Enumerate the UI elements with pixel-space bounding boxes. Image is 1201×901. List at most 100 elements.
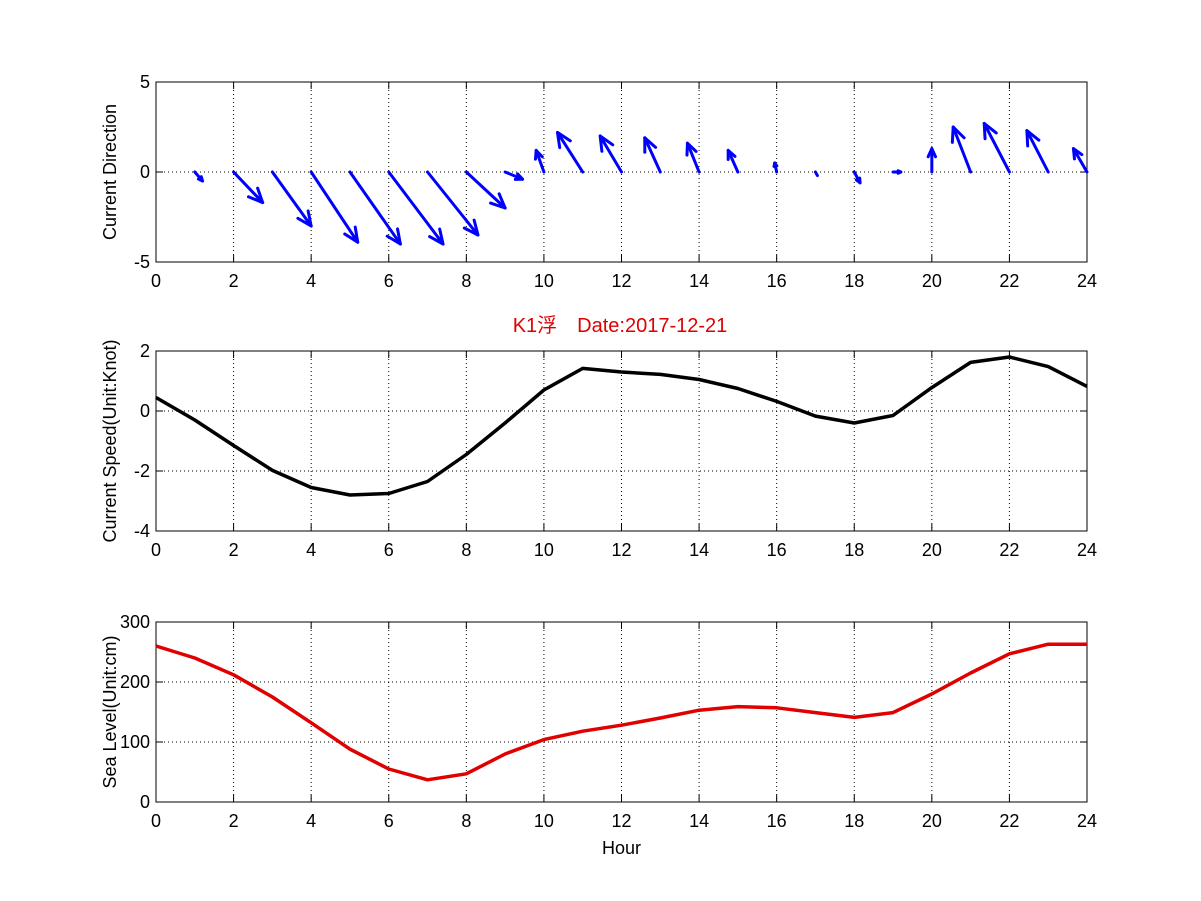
x-tick-label: 14 [689,540,709,560]
quiver-arrow [270,170,313,228]
x-tick-label: 16 [767,271,787,291]
arrow-head [726,148,737,161]
quiver-arrow [1025,129,1050,174]
x-tick-label: 2 [229,271,239,291]
x-tick-label: 4 [306,540,316,560]
arrow-head [462,218,480,237]
arrow-shaft [426,170,480,237]
x-tick-label: 8 [461,811,471,831]
x-tick-label: 10 [534,811,554,831]
x-tick-label: 8 [461,271,471,291]
x-tick-label: 14 [689,271,709,291]
arrow-head [982,121,998,141]
x-tick-label: 16 [767,540,787,560]
y-tick-label: 300 [120,612,150,632]
quiver-arrow [426,170,480,237]
x-tick-label: 24 [1077,540,1097,560]
axes-box [155,350,1088,532]
x-tick-label: 4 [306,271,316,291]
x-tick-label: 24 [1077,271,1097,291]
x-tick-label: 24 [1077,811,1097,831]
arrow-shaft [534,148,546,174]
x-tick-label: 0 [151,811,161,831]
quiver-arrow [533,148,546,174]
arrow-head [343,225,360,244]
x-tick-label: 14 [689,811,709,831]
arrow-head [1071,147,1084,161]
x-tick-label: 22 [999,811,1019,831]
quiver-arrow [598,134,623,174]
x-tick-label: 10 [534,271,554,291]
arrow-shaft [643,136,662,174]
x-tick-label: 12 [611,271,631,291]
arrow-head [385,227,402,246]
quiver-arrow [726,148,740,174]
quiver-arrow [891,169,903,175]
arrow-head [854,176,862,185]
y-tick-label: 0 [140,401,150,421]
y-tick-label: 0 [140,792,150,812]
arrow-head [685,141,698,157]
x-tick-label: 6 [384,540,394,560]
y-axis-label: Sea Level(Unit:cm) [100,635,120,788]
arrow-shaft [309,170,360,244]
x-tick-label: 8 [461,540,471,560]
x-tick-label: 6 [384,811,394,831]
x-tick-label: 20 [922,811,942,831]
quiver-arrow [643,136,662,174]
arrow-shaft [270,170,313,228]
arrow-shaft [464,170,507,210]
quiver-arrow [555,130,585,174]
arrow-shaft [555,130,585,174]
arrow-shaft [726,148,740,174]
x-tick-label: 10 [534,540,554,560]
x-tick-label: 22 [999,540,1019,560]
arrow-head [643,136,658,154]
x-tick-label: 0 [151,540,161,560]
y-tick-label: 200 [120,672,150,692]
arrow-head [598,134,615,153]
arrow-shaft [1071,147,1089,174]
y-tick-label: -2 [134,461,150,481]
arrow-head [489,192,507,210]
arrow-head [296,209,313,228]
arrow-head [926,147,938,159]
x-tick-label: 12 [611,811,631,831]
arrow-shaft [387,170,445,246]
x-tick-label: 2 [229,811,239,831]
quiver-arrow [982,121,1011,174]
arrow-head [196,175,205,183]
x-tick-label: 12 [611,540,631,560]
x-tick-label: 22 [999,271,1019,291]
series-line [155,642,1087,782]
y-tick-label: 100 [120,732,150,752]
quiver-arrow [464,170,507,210]
quiver-arrow [685,141,701,174]
arrow-head [896,169,903,175]
axes-box [155,621,1088,803]
arrow-shaft [348,170,402,246]
x-tick-label: 20 [922,540,942,560]
arrow-shaft [982,121,1011,174]
quiver-arrow [387,170,445,246]
x-tick-label: 0 [151,271,161,291]
x-tick-label: 2 [229,540,239,560]
quiver-arrow [232,170,265,205]
quiver-arrow [926,147,938,174]
arrow-head [555,130,572,150]
quiver-arrow [193,170,205,183]
arrow-head [772,161,779,168]
arrow-head [513,172,525,181]
arrow-head [428,227,445,246]
quiver-arrow [309,170,360,244]
y-tick-label: 2 [140,341,150,361]
series-line [155,355,1088,497]
arrow-shaft [813,170,819,178]
x-tick-label: 6 [384,271,394,291]
quiver-arrow [1071,147,1089,174]
x-tick-label: 4 [306,811,316,831]
